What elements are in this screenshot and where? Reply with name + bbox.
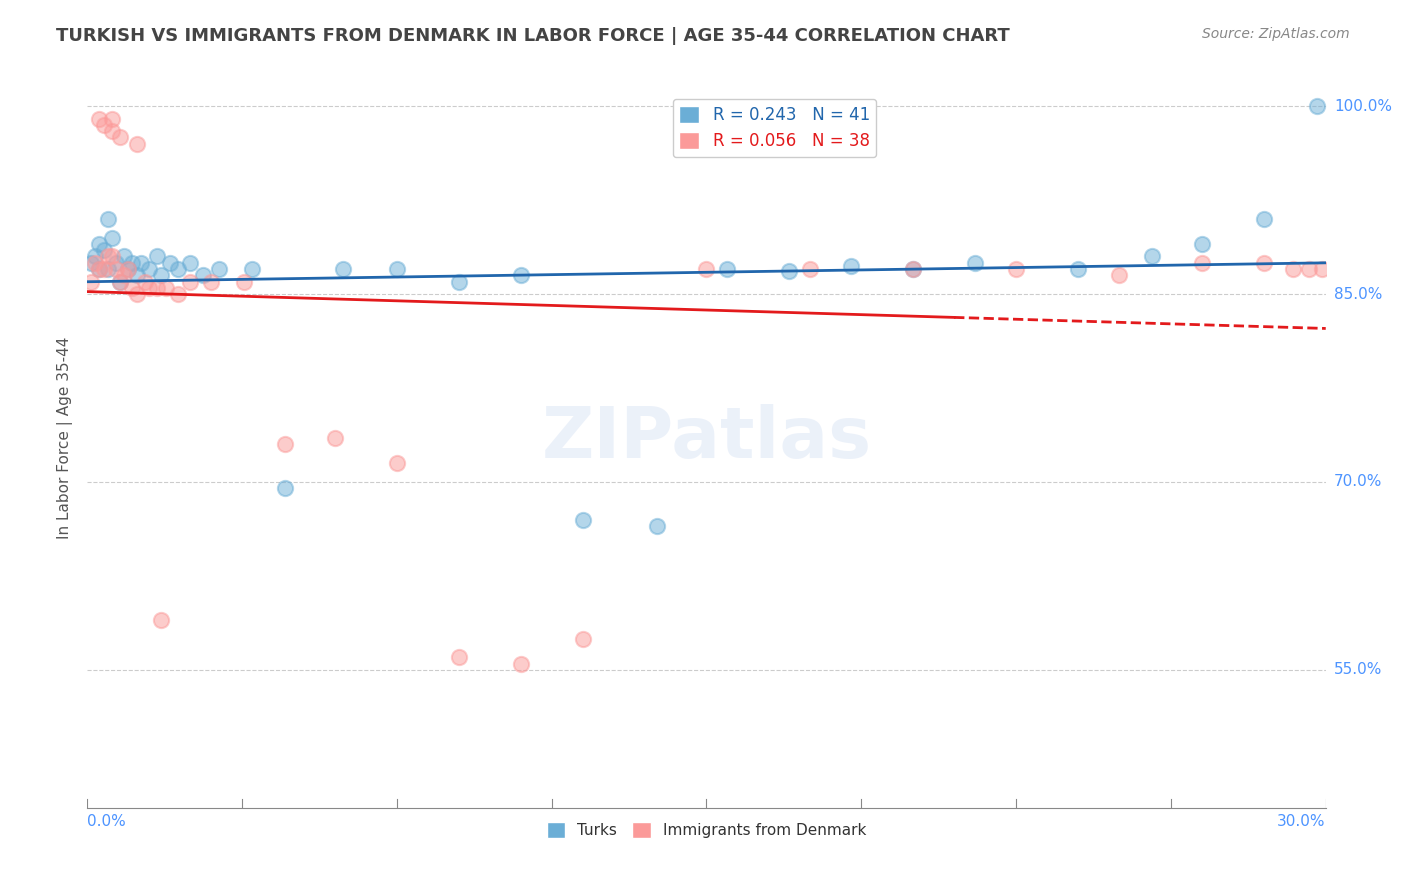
Point <box>125 287 148 301</box>
Point <box>645 519 668 533</box>
Point <box>104 262 127 277</box>
Point <box>134 275 156 289</box>
Point <box>1108 268 1130 283</box>
Point <box>80 275 103 289</box>
Text: 70.0%: 70.0% <box>1334 475 1382 490</box>
Point <box>125 136 148 151</box>
Point <box>509 657 531 671</box>
Point <box>1253 256 1275 270</box>
Point <box>509 268 531 283</box>
Point <box>97 262 120 277</box>
Point <box>208 262 231 277</box>
Point <box>89 262 111 277</box>
Point <box>138 281 160 295</box>
Point <box>274 481 297 495</box>
Point <box>101 230 124 244</box>
Point <box>1306 99 1329 113</box>
Point <box>571 632 593 646</box>
Y-axis label: In Labor Force | Age 35-44: In Labor Force | Age 35-44 <box>58 337 73 540</box>
Legend: Turks, Immigrants from Denmark: Turks, Immigrants from Denmark <box>540 816 872 845</box>
Point <box>101 124 124 138</box>
Point <box>901 262 924 277</box>
Point <box>716 262 738 277</box>
Point <box>200 275 222 289</box>
Point <box>1191 236 1213 251</box>
Point <box>97 211 120 226</box>
Point <box>101 250 124 264</box>
Text: TURKISH VS IMMIGRANTS FROM DENMARK IN LABOR FORCE | AGE 35-44 CORRELATION CHART: TURKISH VS IMMIGRANTS FROM DENMARK IN LA… <box>56 27 1010 45</box>
Point <box>1281 262 1303 277</box>
Point <box>571 512 593 526</box>
Point <box>159 256 181 270</box>
Text: 0.0%: 0.0% <box>87 814 125 829</box>
Text: Source: ZipAtlas.com: Source: ZipAtlas.com <box>1202 27 1350 41</box>
Point <box>167 262 190 277</box>
Point <box>155 281 177 295</box>
Point <box>447 650 470 665</box>
Point <box>117 262 139 277</box>
Point <box>179 275 201 289</box>
Point <box>963 256 986 270</box>
Point <box>112 250 135 264</box>
Point <box>1310 262 1333 277</box>
Point <box>146 281 169 295</box>
Point <box>1142 250 1164 264</box>
Text: 85.0%: 85.0% <box>1334 286 1382 301</box>
Point <box>108 275 131 289</box>
Point <box>84 256 107 270</box>
Point <box>191 268 214 283</box>
Point <box>97 250 120 264</box>
Point <box>101 112 124 126</box>
Text: 55.0%: 55.0% <box>1334 663 1382 677</box>
Point <box>93 262 115 277</box>
Text: ZIPatlas: ZIPatlas <box>541 404 872 473</box>
Point <box>332 262 354 277</box>
Point <box>121 256 143 270</box>
Point <box>125 268 148 283</box>
Point <box>447 275 470 289</box>
Point <box>138 262 160 277</box>
Point <box>150 613 173 627</box>
Point <box>89 236 111 251</box>
Point <box>323 431 346 445</box>
Point <box>778 264 800 278</box>
Point <box>179 256 201 270</box>
Text: 30.0%: 30.0% <box>1277 814 1326 829</box>
Point <box>108 130 131 145</box>
Point <box>117 262 139 277</box>
Point <box>1191 256 1213 270</box>
Point <box>274 437 297 451</box>
Point <box>121 281 143 295</box>
Point <box>150 268 173 283</box>
Point <box>93 243 115 257</box>
Point <box>695 262 717 277</box>
Point <box>93 118 115 132</box>
Point <box>385 456 408 470</box>
Point <box>89 262 111 277</box>
Point <box>108 275 131 289</box>
Point <box>385 262 408 277</box>
Point <box>1067 262 1090 277</box>
Point <box>799 262 821 277</box>
Point <box>104 256 127 270</box>
Point <box>1005 262 1028 277</box>
Point <box>233 275 256 289</box>
Point <box>839 260 862 274</box>
Point <box>112 268 135 283</box>
Point <box>84 250 107 264</box>
Point <box>1253 211 1275 226</box>
Point <box>167 287 190 301</box>
Point <box>901 262 924 277</box>
Point <box>89 112 111 126</box>
Text: 100.0%: 100.0% <box>1334 99 1392 113</box>
Point <box>146 250 169 264</box>
Point <box>1298 262 1320 277</box>
Point <box>240 262 263 277</box>
Point <box>129 256 152 270</box>
Point <box>80 256 103 270</box>
